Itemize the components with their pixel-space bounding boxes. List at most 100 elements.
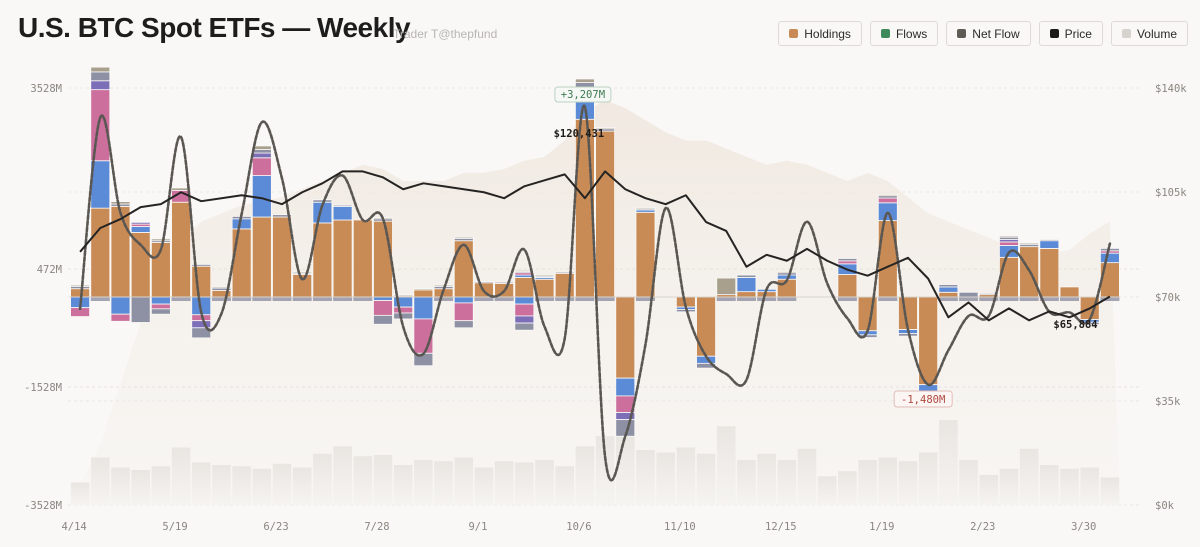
- flow-bar-segment-gbtc: [999, 297, 1019, 301]
- volume-bar: [1100, 477, 1120, 505]
- flow-bar-segment-bitb: [130, 221, 151, 225]
- volume-bar: [353, 456, 373, 505]
- flow-bar-segment-bitb: [191, 320, 212, 329]
- flow-bar-segment-gbtc: [555, 297, 575, 301]
- volume-bar: [494, 461, 514, 505]
- flow-bar-segment-gbtc: [554, 271, 575, 274]
- volume-bar: [918, 452, 938, 505]
- legend-price[interactable]: Price: [1038, 21, 1103, 46]
- flow-bar-segment-fbtc: [938, 286, 959, 293]
- x-axis-tick-label: 4/14: [61, 521, 86, 533]
- legend-flows[interactable]: Flows: [869, 21, 939, 46]
- flow-bar-segment-bitb: [251, 152, 272, 159]
- flow-bar-segment-other: [251, 145, 272, 150]
- flow-bar-segment-gbtc: [595, 297, 615, 301]
- flow-bar-segment-gbtc: [757, 297, 777, 301]
- x-axis-tick-label: 6/23: [263, 521, 288, 533]
- volume-bar: [939, 420, 958, 505]
- flow-bar-segment-ibit: [514, 277, 535, 298]
- flow-bar-segment-fbtc: [110, 296, 131, 315]
- flow-bar-segment-gbtc: [474, 297, 494, 301]
- flow-bar-segment-ibit: [595, 130, 615, 298]
- flow-bar-segment-gbtc: [878, 297, 898, 301]
- volume-bar: [757, 453, 776, 505]
- flow-bar-segment-fbtc: [413, 296, 434, 320]
- volume-bar: [817, 476, 837, 505]
- volume-bar: [252, 468, 272, 505]
- flow-bar-segment-gbtc: [535, 297, 555, 301]
- legend-label: Volume: [1136, 26, 1177, 41]
- x-axis-tick-label: 1/19: [869, 521, 894, 533]
- flow-bar-segment-gbtc: [938, 284, 959, 288]
- legend-label: Holdings: [804, 26, 851, 41]
- flow-bar-segment-ibit: [534, 278, 555, 298]
- volume-bar: [111, 467, 130, 505]
- flow-bar-segment-gbtc: [251, 149, 272, 154]
- flow-bar-segment-fbtc: [514, 296, 535, 305]
- right-axis-tick-label: $140k: [1155, 83, 1187, 95]
- volume-bar: [1040, 465, 1059, 505]
- flow-bar-segment-fbtc: [615, 377, 636, 397]
- volume-bar: [676, 447, 696, 505]
- flow-bar-segment-ibit: [130, 232, 151, 298]
- volume-bar: [70, 482, 90, 505]
- flow-bar-segment-gbtc: [857, 334, 878, 338]
- legend-net-flow[interactable]: Net Flow: [946, 21, 1031, 46]
- chart-attribution: Trader T@thepfund: [393, 27, 498, 41]
- flow-bar-segment-bitb: [514, 315, 535, 324]
- volume-bar: [1080, 467, 1100, 505]
- volume-bar: [898, 461, 918, 505]
- holdings-area: [70, 100, 1120, 505]
- max-flow-annotation-box: [554, 86, 612, 103]
- volume-bar: [131, 470, 150, 505]
- flow-bar-segment-other: [1019, 242, 1040, 245]
- flow-bar-segment-fbtc: [736, 277, 757, 293]
- volume-bar: [373, 455, 393, 505]
- flow-bar-segment-other: [393, 294, 414, 297]
- volume-bar: [434, 461, 453, 505]
- flow-bar-segment-gbtc: [90, 297, 110, 301]
- flow-bar-segment-gbtc: [171, 297, 191, 301]
- price-swatch-icon: [1049, 29, 1059, 38]
- flow-bar-segment-gbtc: [1039, 297, 1059, 301]
- flow-bar-segment-other: [171, 187, 191, 191]
- flow-bar-segment-gbtc: [514, 322, 535, 331]
- flow-bar-segment-gbtc: [150, 308, 171, 315]
- price-low-label: $65,884: [1053, 319, 1097, 331]
- legend-volume[interactable]: Volume: [1110, 21, 1188, 46]
- flow-bar-segment-gbtc: [272, 214, 292, 218]
- flow-bar-segment-gbtc: [494, 281, 515, 284]
- flow-bar-segment-fbtc: [1039, 240, 1060, 249]
- volume-bar: [90, 457, 110, 505]
- flow-bar-segment-gbtc: [959, 297, 979, 301]
- flow-bar-segment-arkb: [837, 260, 858, 265]
- flow-bar-segment-gbtc: [453, 320, 474, 329]
- flow-bar-segment-gbtc: [938, 297, 958, 301]
- x-axis-tick-label: 12/15: [765, 521, 797, 533]
- flow-bar-segment-gbtc: [1019, 297, 1039, 301]
- x-axis-tick-label: 11/10: [664, 521, 696, 533]
- flows-swatch-icon: [880, 29, 890, 38]
- flow-bar-segment-bitb: [90, 80, 111, 91]
- flow-bar-segment-gbtc: [90, 71, 111, 82]
- flow-bar-segment-gbtc: [272, 297, 292, 301]
- right-axis-tick-label: $35k: [1155, 396, 1181, 408]
- flow-bar-segment-gbtc: [958, 291, 979, 298]
- flow-bar-segment-gbtc: [333, 297, 353, 301]
- flow-bar-segment-gbtc: [736, 297, 756, 301]
- flow-bar-segment-gbtc: [353, 297, 373, 301]
- legend-holdings[interactable]: Holdings: [778, 21, 862, 46]
- flow-bar-segment-ibit: [231, 228, 252, 298]
- right-axis-tick-label: $0k: [1155, 500, 1175, 512]
- flow-bar-segment-ibit: [272, 216, 292, 298]
- flow-bar-segment-gbtc: [332, 204, 353, 207]
- flow-bar-segment-other: [110, 201, 131, 205]
- flow-bar-segment-gbtc: [434, 297, 454, 301]
- flow-bar-segment-other: [534, 274, 555, 277]
- volume-bar: [454, 457, 474, 505]
- flow-bar-segment-arkb: [999, 241, 1019, 246]
- flow-bar-segment-arkb: [393, 306, 414, 314]
- net-flow-line: [78, 104, 1112, 482]
- volume-bar: [959, 460, 978, 505]
- volume-bar: [535, 460, 554, 505]
